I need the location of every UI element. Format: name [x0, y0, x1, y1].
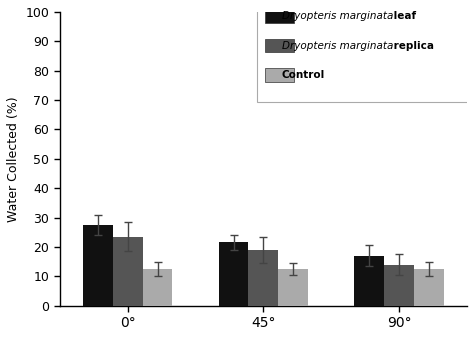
Bar: [113, 237, 143, 306]
Y-axis label: Water Collected (%): Water Collected (%): [7, 96, 20, 222]
Text: leaf: leaf: [390, 11, 416, 21]
FancyBboxPatch shape: [265, 68, 294, 82]
Bar: [384, 265, 414, 306]
Text: Dryopteris marginata: Dryopteris marginata: [282, 11, 393, 21]
Text: Dryopteris marginata: Dryopteris marginata: [282, 41, 393, 51]
Bar: [219, 243, 248, 306]
Bar: [83, 225, 113, 306]
Bar: [143, 269, 173, 306]
Bar: [278, 269, 308, 306]
FancyBboxPatch shape: [257, 0, 469, 101]
Text: replica: replica: [390, 41, 434, 51]
Text: Control: Control: [282, 70, 325, 80]
Bar: [248, 250, 278, 306]
Bar: [355, 256, 384, 306]
Bar: [414, 269, 444, 306]
FancyBboxPatch shape: [265, 10, 294, 23]
FancyBboxPatch shape: [265, 39, 294, 52]
